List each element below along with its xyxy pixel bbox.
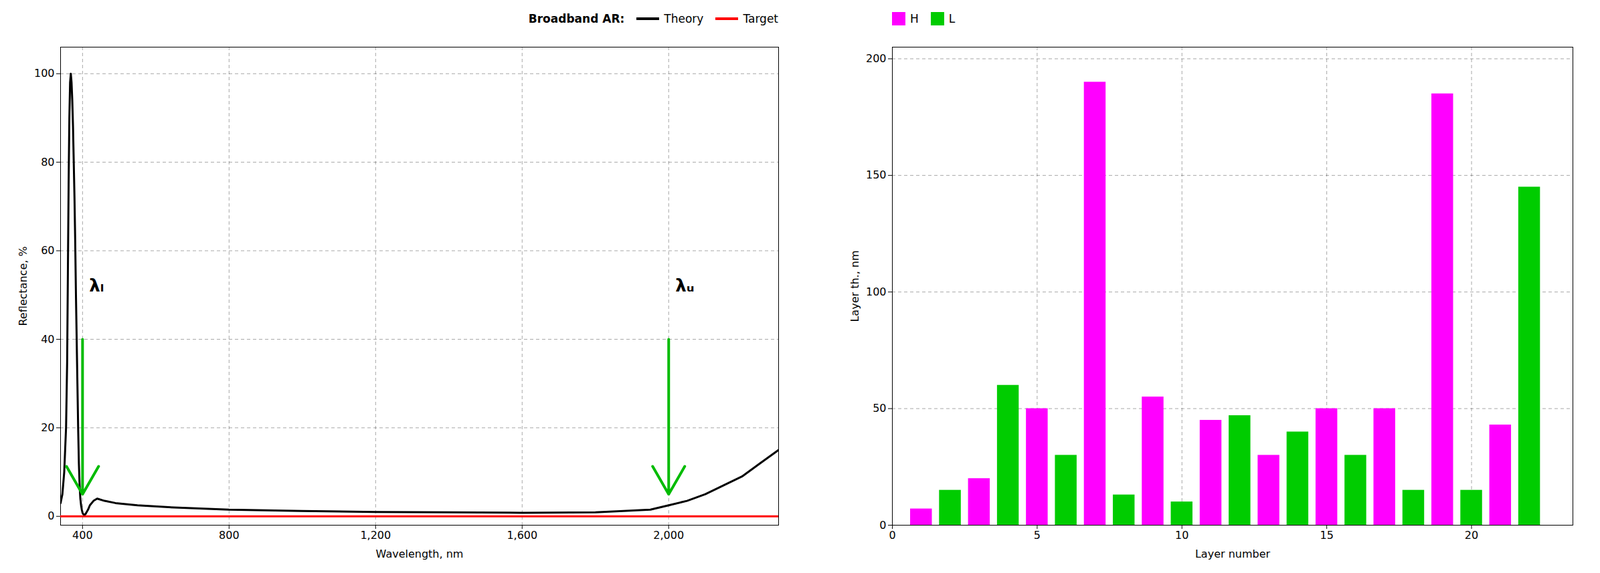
svg-text:1,200: 1,200 [360, 529, 391, 543]
svg-text:60: 60 [40, 244, 55, 257]
svg-text:15: 15 [1319, 529, 1333, 543]
html-text:H: H [910, 12, 919, 26]
svg-text:Layer number: Layer number [1195, 548, 1271, 561]
svg-text:10: 10 [1175, 529, 1189, 543]
svg-text:Wavelength, nm: Wavelength, nm [376, 548, 464, 561]
svg-text:80: 80 [40, 155, 55, 169]
svg-text:0: 0 [47, 509, 55, 523]
svg-text:100: 100 [34, 66, 55, 80]
svg-text:0: 0 [879, 519, 886, 532]
svg-text:Reflectance, %: Reflectance, % [16, 246, 30, 326]
html-text:Target: Target [743, 12, 779, 26]
svg-text:5: 5 [1033, 529, 1041, 543]
svg-text:400: 400 [72, 529, 94, 543]
svg-text:40: 40 [40, 333, 55, 346]
svg-text:Layer th., nm: Layer th., nm [848, 250, 862, 322]
svg-text:100: 100 [865, 285, 887, 299]
svg-text:20: 20 [40, 421, 55, 435]
html-text:L: L [948, 12, 956, 26]
svg-text:1,600: 1,600 [506, 529, 538, 543]
svg-text:λᵤ: λᵤ [675, 275, 694, 296]
svg-text:20: 20 [1464, 529, 1479, 543]
svg-text:0: 0 [888, 529, 896, 543]
svg-text:2,000: 2,000 [653, 529, 684, 543]
svg-text:50: 50 [872, 402, 886, 415]
svg-text:150: 150 [865, 168, 887, 182]
svg-text:200: 200 [865, 52, 887, 65]
svg-text:800: 800 [218, 529, 240, 543]
html-text:Theory: Theory [664, 12, 704, 26]
html-text:Broadband AR:: Broadband AR: [528, 12, 625, 26]
svg-text:λₗ: λₗ [89, 275, 104, 296]
